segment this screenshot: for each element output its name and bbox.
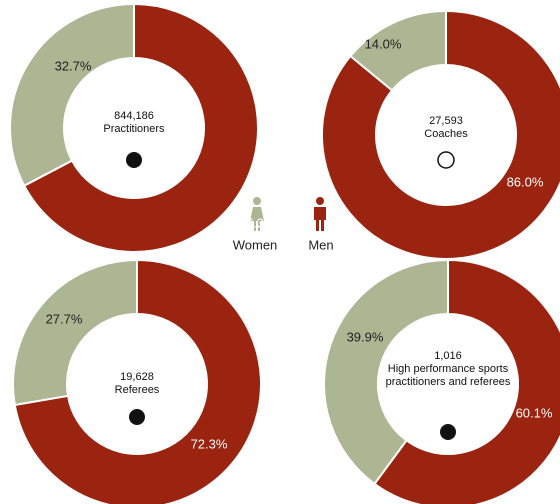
center-label: 1,016 High performance sports practitione… (382, 350, 514, 389)
donut-segment (22, 2, 259, 253)
value-label: 14.0% (365, 36, 402, 51)
center-value: 1,016 (434, 350, 462, 362)
center-icon (437, 151, 455, 169)
center-value: 19,628 (120, 371, 154, 383)
donut-segment (349, 9, 447, 92)
donut-segment (373, 258, 560, 504)
value-label: 39.9% (347, 329, 384, 344)
donut-segment (321, 9, 560, 260)
value-label: 27.7% (46, 311, 83, 326)
icon-shape (440, 424, 456, 440)
icon-shape (437, 151, 455, 169)
legend-label: Women (233, 237, 278, 252)
center-title: Practitioners (103, 123, 165, 135)
legend-label: Men (308, 237, 333, 252)
men-icon (314, 197, 326, 231)
icon-shape (129, 409, 145, 425)
donut-segment (323, 258, 449, 486)
value-label: 32.7% (55, 58, 92, 73)
center-label: 19,628 Referees (71, 371, 203, 397)
center-value: 844,186 (114, 110, 154, 122)
center-title: High performance sports practitioners an… (385, 363, 511, 388)
center-title: Coaches (424, 128, 468, 140)
icon-shape (126, 152, 142, 168)
center-value: 27,593 (429, 115, 463, 127)
women-icon (250, 197, 264, 231)
value-label: 72.3% (191, 436, 228, 451)
value-label: 60.1% (516, 405, 553, 420)
value-label: 67.3% (239, 215, 276, 230)
center-label: 844,186 Practitioners (68, 110, 200, 136)
center-icon (129, 409, 145, 425)
center-icon (126, 152, 142, 168)
center-title: Referees (114, 384, 160, 396)
donut-segment (13, 258, 262, 504)
donut-segment (9, 2, 135, 188)
value-label: 86.0% (507, 174, 544, 189)
center-icon (440, 424, 456, 440)
center-label: 27,593 Coaches (380, 115, 512, 141)
donut-segment (12, 258, 138, 407)
